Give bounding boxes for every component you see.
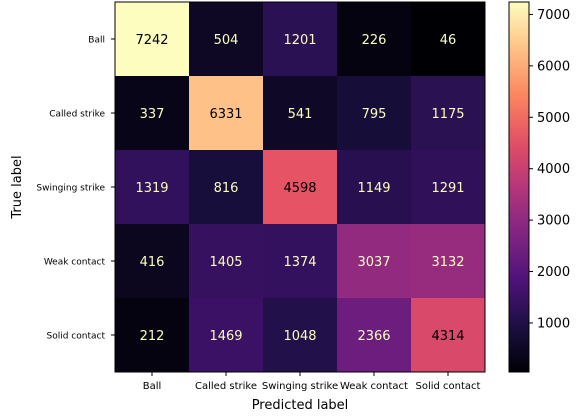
colorbar-ticks: 1000 2000 3000 4000 5000 6000 7000 <box>529 8 570 331</box>
cell-value-label: 3037 <box>357 255 390 270</box>
x-tick-label-swinging-strike: Swinging strike <box>262 381 338 392</box>
y-axis-label: True label <box>10 155 25 219</box>
y-tick-label-ball: Ball <box>88 36 105 46</box>
cell-value-label: 1201 <box>283 33 316 48</box>
cell-solid-contact-swinging-strike <box>263 298 337 372</box>
x-tick-label-weak-contact: Weak contact <box>340 381 408 392</box>
cell-ball-called-strike <box>189 2 263 76</box>
y-tick-label-weak-contact: Weak contact <box>44 258 106 268</box>
cell-value-label: 226 <box>362 33 387 48</box>
cell-value-label: 46 <box>440 33 457 48</box>
cell-solid-contact-ball <box>115 298 189 372</box>
cell-value-label: 2366 <box>357 329 390 344</box>
cell-value-label: 337 <box>140 107 165 122</box>
cell-called-strike-swinging-strike <box>263 76 337 150</box>
cell-value-label: 795 <box>362 107 387 122</box>
y-tick-label-called-strike: Called strike <box>49 110 105 120</box>
x-tick-label-solid-contact: Solid contact <box>416 381 481 392</box>
y-axis: Ball Called strike Swinging strike Weak con… <box>36 36 115 342</box>
y-tick-label-solid-contact: Solid contact <box>47 332 106 342</box>
cell-value-label: 212 <box>140 329 165 344</box>
cell-solid-contact-weak-contact <box>337 298 411 372</box>
cell-ball-swinging-strike <box>263 2 337 76</box>
x-axis-label: Predicted label <box>252 398 349 413</box>
cell-swinging-strike-ball <box>115 150 189 224</box>
heatmap-cells <box>115 2 485 372</box>
cell-solid-contact-called-strike <box>189 298 263 372</box>
cell-value-label: 1469 <box>209 329 242 344</box>
colorbar-tick-label: 3000 <box>537 214 570 229</box>
cell-value-labels: 7242 504 1201 226 46 337 6331 541 795 1175 1319 816… <box>135 33 464 344</box>
cell-value-label: 1374 <box>283 255 316 270</box>
cell-value-label: 541 <box>288 107 313 122</box>
cell-value-label: 1048 <box>283 329 316 344</box>
cell-ball-solid-contact <box>411 2 485 76</box>
cell-weak-contact-swinging-strike <box>263 224 337 298</box>
cell-weak-contact-ball <box>115 224 189 298</box>
x-tick-label-ball: Ball <box>143 381 162 392</box>
cell-value-label: 416 <box>140 255 165 270</box>
cell-value-label: 816 <box>214 181 239 196</box>
cell-value-label: 6331 <box>209 107 242 122</box>
cell-ball-weak-contact <box>337 2 411 76</box>
cell-swinging-strike-swinging-strike <box>263 150 337 224</box>
cell-called-strike-weak-contact <box>337 76 411 150</box>
cell-value-label: 1291 <box>431 181 464 196</box>
y-tick-label-swinging-strike: Swinging strike <box>36 184 105 194</box>
cell-called-strike-called-strike <box>189 76 263 150</box>
colorbar-tick-label: 6000 <box>537 59 570 74</box>
cell-value-label: 1149 <box>357 181 390 196</box>
cell-swinging-strike-called-strike <box>189 150 263 224</box>
colorbar-tick-label: 1000 <box>537 316 570 331</box>
colorbar-tick-label: 2000 <box>537 265 570 280</box>
cell-value-label: 1319 <box>135 181 168 196</box>
x-tick-label-called-strike: Called strike <box>195 381 257 392</box>
cell-ball-ball <box>115 2 189 76</box>
cell-value-label: 1175 <box>431 107 464 122</box>
colorbar <box>508 1 530 373</box>
cell-weak-contact-weak-contact <box>337 224 411 298</box>
cell-called-strike-solid-contact <box>411 76 485 150</box>
plot-frame <box>114 1 486 373</box>
cell-value-label: 4314 <box>431 329 464 344</box>
colorbar-tick-label: 7000 <box>537 8 570 23</box>
cell-swinging-strike-weak-contact <box>337 150 411 224</box>
x-axis: Ball Called strike Swinging strike Weak con… <box>143 372 481 392</box>
colorbar-tick-label: 5000 <box>537 111 570 126</box>
cell-value-label: 7242 <box>135 33 168 48</box>
cell-weak-contact-called-strike <box>189 224 263 298</box>
cell-swinging-strike-solid-contact <box>411 150 485 224</box>
cell-value-label: 504 <box>214 33 239 48</box>
cell-value-label: 1405 <box>209 255 242 270</box>
cell-solid-contact-solid-contact <box>411 298 485 372</box>
colorbar-tick-label: 4000 <box>537 162 570 177</box>
cell-value-label: 3132 <box>431 255 464 270</box>
cell-called-strike-ball <box>115 76 189 150</box>
cell-value-label: 4598 <box>283 181 316 196</box>
cell-weak-contact-solid-contact <box>411 224 485 298</box>
